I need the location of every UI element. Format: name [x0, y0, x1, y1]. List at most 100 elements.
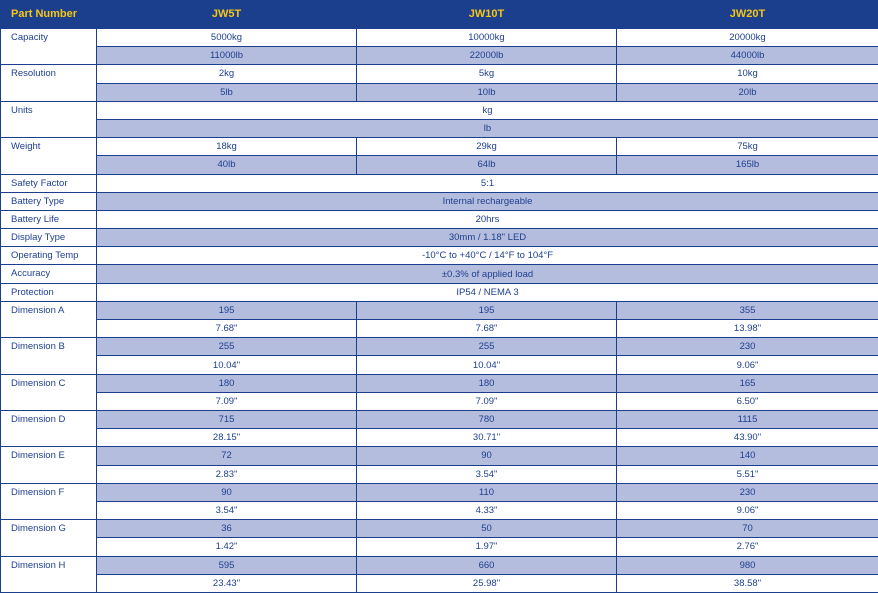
battery-type-value: Internal rechargeable [96, 191, 878, 211]
dimension-d-label: Dimension D [0, 410, 97, 448]
dimension-d-in-jw20t: 43.90" [616, 428, 878, 448]
weight-lb-row: 40lb 64lb 165lb [1, 155, 878, 175]
dimension-f-mm-jw5t: 90 [96, 482, 357, 502]
weight-lb-jw20t: 165lb [616, 155, 878, 175]
protection-value: IP54 / NEMA 3 [96, 282, 878, 302]
dimension-e-in-row: 2.83" 3.54" 5.51" [1, 464, 878, 484]
resolution-kg-jw5t: 2kg [96, 64, 357, 84]
operating-temp-value: -10°C to +40°C / 14°F to 104°F [96, 246, 878, 266]
weight-lb-jw5t: 40lb [96, 155, 357, 175]
capacity-kg-jw10t: 10000kg [356, 27, 617, 48]
dimension-c-in-jw10t: 7.09" [356, 391, 617, 412]
weight-kg-jw20t: 75kg [616, 137, 878, 157]
units-kg-row: Units kg [0, 100, 878, 139]
dimension-f-in-jw5t: 3.54" [96, 500, 357, 521]
dimension-f-mm-row: Dimension F 90 110 230 [0, 482, 878, 521]
safety-factor-row: Safety Factor 5:1 [0, 173, 878, 193]
battery-type-label: Battery Type [0, 191, 97, 211]
dimension-c-in-jw20t: 6.50" [616, 391, 878, 412]
dimension-d-in-row: 28.15" 30.71" 43.90" [1, 428, 878, 448]
resolution-lb-jw20t: 20lb [616, 82, 878, 102]
dimension-g-mm-jw5t: 36 [96, 519, 357, 539]
capacity-lb-jw5t: 11000lb [96, 46, 357, 66]
dimension-h-in-jw5t: 23.43" [96, 573, 357, 593]
capacity-lb-jw10t: 22000lb [356, 46, 617, 66]
dimension-a-mm-jw20t: 355 [616, 300, 878, 321]
resolution-lb-jw10t: 10lb [356, 82, 617, 102]
header-model-jw10t: JW10T [356, 0, 617, 29]
dimension-g-in-jw10t: 1.97" [356, 537, 617, 557]
dimension-b-mm-jw10t: 255 [356, 337, 617, 357]
resolution-kg-jw10t: 5kg [356, 64, 617, 84]
battery-life-row: Battery Life 20hrs [0, 209, 878, 230]
dimension-e-in-jw5t: 2.83" [96, 464, 357, 484]
dimension-h-mm-jw20t: 980 [616, 555, 878, 575]
capacity-kg-jw5t: 5000kg [96, 27, 357, 48]
dimension-g-mm-jw20t: 70 [616, 519, 878, 539]
dimension-a-in-jw10t: 7.68" [356, 319, 617, 339]
dimension-d-mm-jw10t: 780 [356, 410, 617, 430]
battery-life-value: 20hrs [96, 209, 878, 230]
dimension-e-mm-jw5t: 72 [96, 446, 357, 466]
accuracy-row: Accuracy ±0.3% of applied load [0, 264, 878, 284]
resolution-kg-row: Resolution 2kg 5kg 10kg [0, 64, 878, 102]
dimension-h-mm-jw5t: 595 [96, 555, 357, 575]
dimension-c-mm-jw20t: 165 [616, 373, 878, 393]
dimension-c-in-jw5t: 7.09" [96, 391, 357, 412]
units-lb-row: lb [1, 118, 878, 139]
dimension-f-in-row: 3.54" 4.33" 9.06" [1, 500, 878, 521]
capacity-kg-row: Capacity 5000kg 10000kg 20000kg [0, 27, 878, 66]
dimension-b-mm-row: Dimension B 255 255 230 [0, 337, 878, 375]
battery-life-label: Battery Life [0, 209, 97, 230]
dimension-b-mm-jw5t: 255 [96, 337, 357, 357]
dimension-e-mm-row: Dimension E 72 90 140 [0, 446, 878, 484]
dimension-e-mm-jw10t: 90 [356, 446, 617, 466]
dimension-b-label: Dimension B [0, 337, 97, 375]
dimension-d-in-jw5t: 28.15" [96, 428, 357, 448]
dimension-a-mm-jw5t: 195 [96, 300, 357, 321]
resolution-lb-row: 5lb 10lb 20lb [1, 82, 878, 102]
header-part-number: Part Number [0, 0, 97, 29]
dimension-g-label: Dimension G [0, 519, 97, 557]
units-label: Units [0, 100, 97, 139]
operating-temp-row: Operating Temp -10°C to +40°C / 14°F to … [0, 246, 878, 266]
dimension-a-in-jw5t: 7.68" [96, 319, 357, 339]
accuracy-value: ±0.3% of applied load [96, 264, 878, 284]
display-type-row: Display Type 30mm / 1.18" LED [0, 228, 878, 248]
dimension-f-mm-jw10t: 110 [356, 482, 617, 502]
dimension-d-mm-row: Dimension D 715 780 1115 [0, 410, 878, 448]
dimension-h-mm-jw10t: 660 [356, 555, 617, 575]
dimension-e-in-jw10t: 3.54" [356, 464, 617, 484]
dimension-a-in-jw20t: 13.98" [616, 319, 878, 339]
dimension-f-mm-jw20t: 230 [616, 482, 878, 502]
safety-factor-value: 5:1 [96, 173, 878, 193]
dimension-g-in-jw20t: 2.76" [616, 537, 878, 557]
dimension-b-in-row: 10.04" 10.04" 9.06" [1, 355, 878, 375]
units-lb-value: lb [96, 118, 878, 139]
dimensions-section: Dimension A 195 195 355 7.68" 7.68" 13.98" Dime… [0, 300, 878, 593]
dimension-a-label: Dimension A [0, 300, 97, 339]
dimension-a-mm-row: Dimension A 195 195 355 [0, 300, 878, 339]
dimension-b-mm-jw20t: 230 [616, 337, 878, 357]
protection-row: Protection IP54 / NEMA 3 [0, 282, 878, 302]
header-model-jw20t: JW20T [616, 0, 878, 29]
header-row: Part Number JW5T JW10T JW20T [0, 0, 878, 29]
weight-kg-jw10t: 29kg [356, 137, 617, 157]
dimension-e-in-jw20t: 5.51" [616, 464, 878, 484]
dimension-f-label: Dimension F [0, 482, 97, 521]
accuracy-label: Accuracy [0, 264, 97, 284]
dimension-h-in-row: 23.43" 25.98" 38.58" [1, 573, 878, 593]
dimension-a-in-row: 7.68" 7.68" 13.98" [1, 319, 878, 339]
dimension-b-in-jw10t: 10.04" [356, 355, 617, 375]
dimension-d-mm-jw20t: 1115 [616, 410, 878, 430]
weight-label: Weight [0, 137, 97, 175]
resolution-label: Resolution [0, 64, 97, 102]
dimension-a-mm-jw10t: 195 [356, 300, 617, 321]
units-kg-value: kg [96, 100, 878, 120]
dimension-f-in-jw20t: 9.06" [616, 500, 878, 521]
resolution-lb-jw5t: 5lb [96, 82, 357, 102]
weight-kg-jw5t: 18kg [96, 137, 357, 157]
capacity-lb-row: 11000lb 22000lb 44000lb [1, 46, 878, 66]
header-model-jw5t: JW5T [96, 0, 357, 29]
